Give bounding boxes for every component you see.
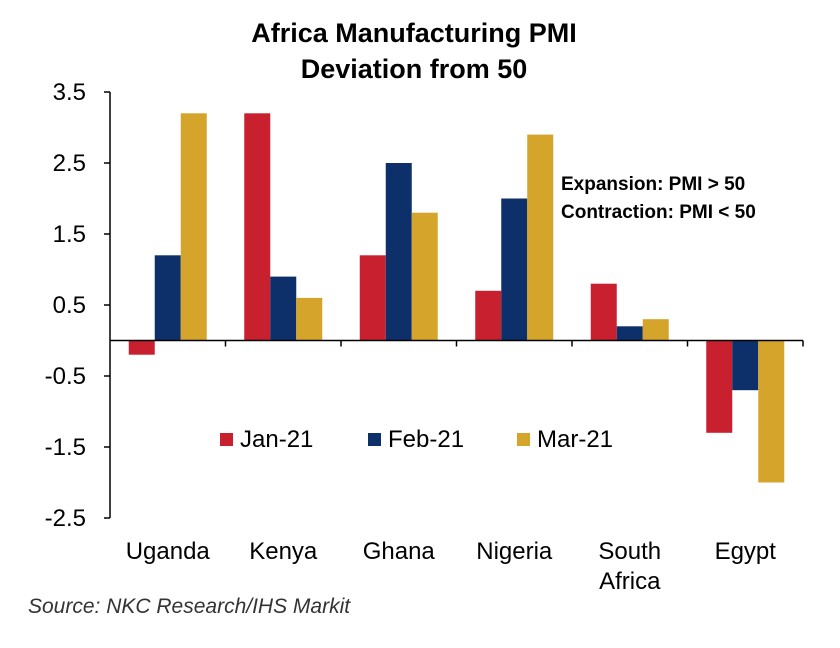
bar-jan-21 [475,290,502,341]
category-label: Egypt [715,538,777,565]
bar-jan-21 [590,283,617,341]
bar-mar-21 [758,340,785,483]
bar-mar-21 [180,113,207,341]
category-labels: Uganda Kenya Ghana Nigeria South Africa Egypt [126,538,777,595]
category-label: Kenya [249,538,318,565]
legend-swatch-mar-21 [517,433,530,446]
annotation-contraction: Contraction: PMI < 50 [561,202,756,223]
bar-mar-21 [411,212,438,341]
category-label: Africa [599,568,661,595]
y-tick-label: 0.5 [53,292,86,319]
bar-feb-21 [616,326,643,341]
annotation-expansion: Expansion: PMI > 50 [561,174,745,195]
y-tick-label: 2.5 [53,150,86,177]
y-tick-label: -1.5 [45,434,86,461]
bar-feb-21 [270,276,297,341]
bar-feb-21 [501,198,528,341]
legend-label: Jan-21 [240,426,313,453]
y-axis: 3.5 2.5 1.5 0.5 -0.5 -1.5 -2.5 [45,79,111,532]
chart-title: Africa Manufacturing PMI [251,18,577,48]
category-label: South [598,538,661,565]
x-axis [110,339,804,347]
bar-jan-21 [706,340,733,433]
bar-mar-21 [642,319,669,341]
source-note: Source: NKC Research/IHS Markit [28,595,351,618]
category-label: Uganda [126,538,211,565]
category-label: Ghana [363,538,436,565]
y-tick-label: 3.5 [53,79,86,106]
bar-feb-21 [154,255,181,341]
bar-feb-21 [732,340,759,391]
y-tick-label: 1.5 [53,221,86,248]
bar-jan-21 [359,255,386,341]
y-tick-label: -0.5 [45,363,86,390]
bar-mar-21 [527,134,554,341]
chart-subtitle: Deviation from 50 [301,54,528,84]
legend-swatch-feb-21 [368,433,381,446]
legend: Jan-21 Feb-21 Mar-21 [220,426,613,453]
bar-jan-21 [244,113,271,341]
bar-jan-21 [128,340,155,355]
legend-label: Feb-21 [388,426,464,453]
bars [128,113,785,483]
bar-mar-21 [296,297,323,341]
category-label: Nigeria [476,538,553,565]
legend-swatch-jan-21 [220,433,233,446]
bar-feb-21 [385,163,412,341]
y-tick-label: -2.5 [45,505,86,532]
legend-label: Mar-21 [537,426,613,453]
